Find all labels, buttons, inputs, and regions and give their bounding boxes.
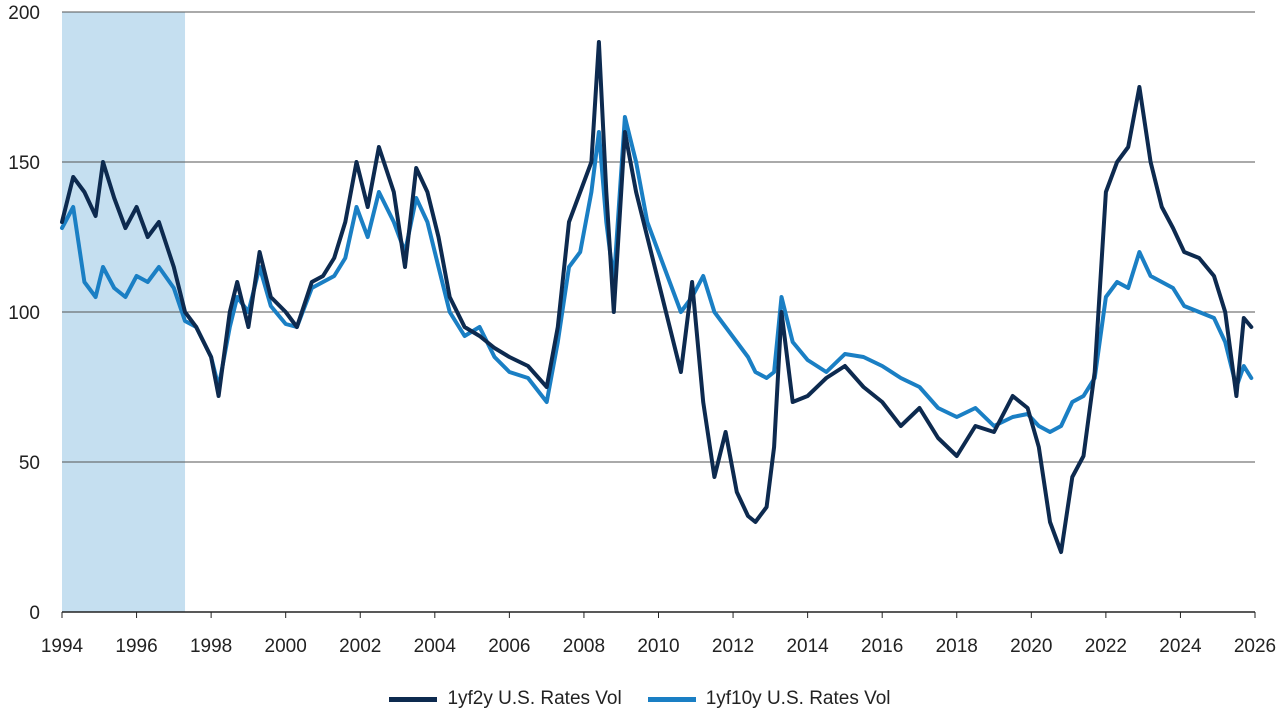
x-tick-label: 1994 bbox=[41, 636, 84, 657]
series-1yf10y-line bbox=[60, 115, 1254, 434]
x-tick-label: 2014 bbox=[786, 636, 829, 657]
series-1yf2y-line bbox=[60, 40, 1254, 554]
x-tick-label: 2002 bbox=[339, 636, 381, 657]
y-tick-label: 200 bbox=[8, 3, 40, 24]
x-axis-ticks: 1994 1996 1998 2000 2002 2004 2006 2008 2010 2012… bbox=[41, 612, 1276, 657]
x-tick-label: 2006 bbox=[488, 636, 530, 657]
x-tick-label: 2026 bbox=[1234, 636, 1276, 657]
legend: 1yf2y U.S. Rates Vol 1yf10y U.S. Rates V… bbox=[0, 688, 1280, 710]
x-tick-label: 2008 bbox=[563, 636, 605, 657]
legend-label-1yf2y: 1yf2y U.S. Rates Vol bbox=[447, 688, 622, 709]
y-tick-label: 0 bbox=[29, 603, 40, 624]
x-tick-label: 2016 bbox=[861, 636, 903, 657]
x-tick-label: 1996 bbox=[115, 636, 157, 657]
x-tick-label: 2010 bbox=[637, 636, 679, 657]
legend-swatch-1yf10y bbox=[647, 696, 696, 702]
x-tick-label: 2004 bbox=[414, 636, 457, 657]
y-axis-ticks: 0 50 100 150 200 bbox=[8, 3, 40, 624]
x-tick-label: 2020 bbox=[1010, 636, 1052, 657]
x-tick-label: 2022 bbox=[1085, 636, 1127, 657]
y-tick-label: 50 bbox=[19, 453, 40, 474]
x-tick-label: 2000 bbox=[265, 636, 307, 657]
legend-label-1yf10y: 1yf10y U.S. Rates Vol bbox=[705, 688, 891, 709]
y-tick-label: 100 bbox=[8, 303, 40, 324]
legend-swatch-1yf2y bbox=[389, 696, 438, 702]
x-tick-label: 1998 bbox=[190, 636, 232, 657]
series-lines bbox=[60, 40, 1254, 554]
gridlines bbox=[62, 11, 1255, 613]
x-tick-label: 2012 bbox=[712, 636, 754, 657]
legend-item-1yf2y: 1yf2y U.S. Rates Vol bbox=[389, 688, 622, 710]
y-tick-label: 150 bbox=[8, 153, 40, 174]
x-tick-label: 2018 bbox=[936, 636, 978, 657]
legend-item-1yf10y: 1yf10y U.S. Rates Vol bbox=[647, 688, 891, 710]
x-tick-label: 2024 bbox=[1159, 636, 1202, 657]
